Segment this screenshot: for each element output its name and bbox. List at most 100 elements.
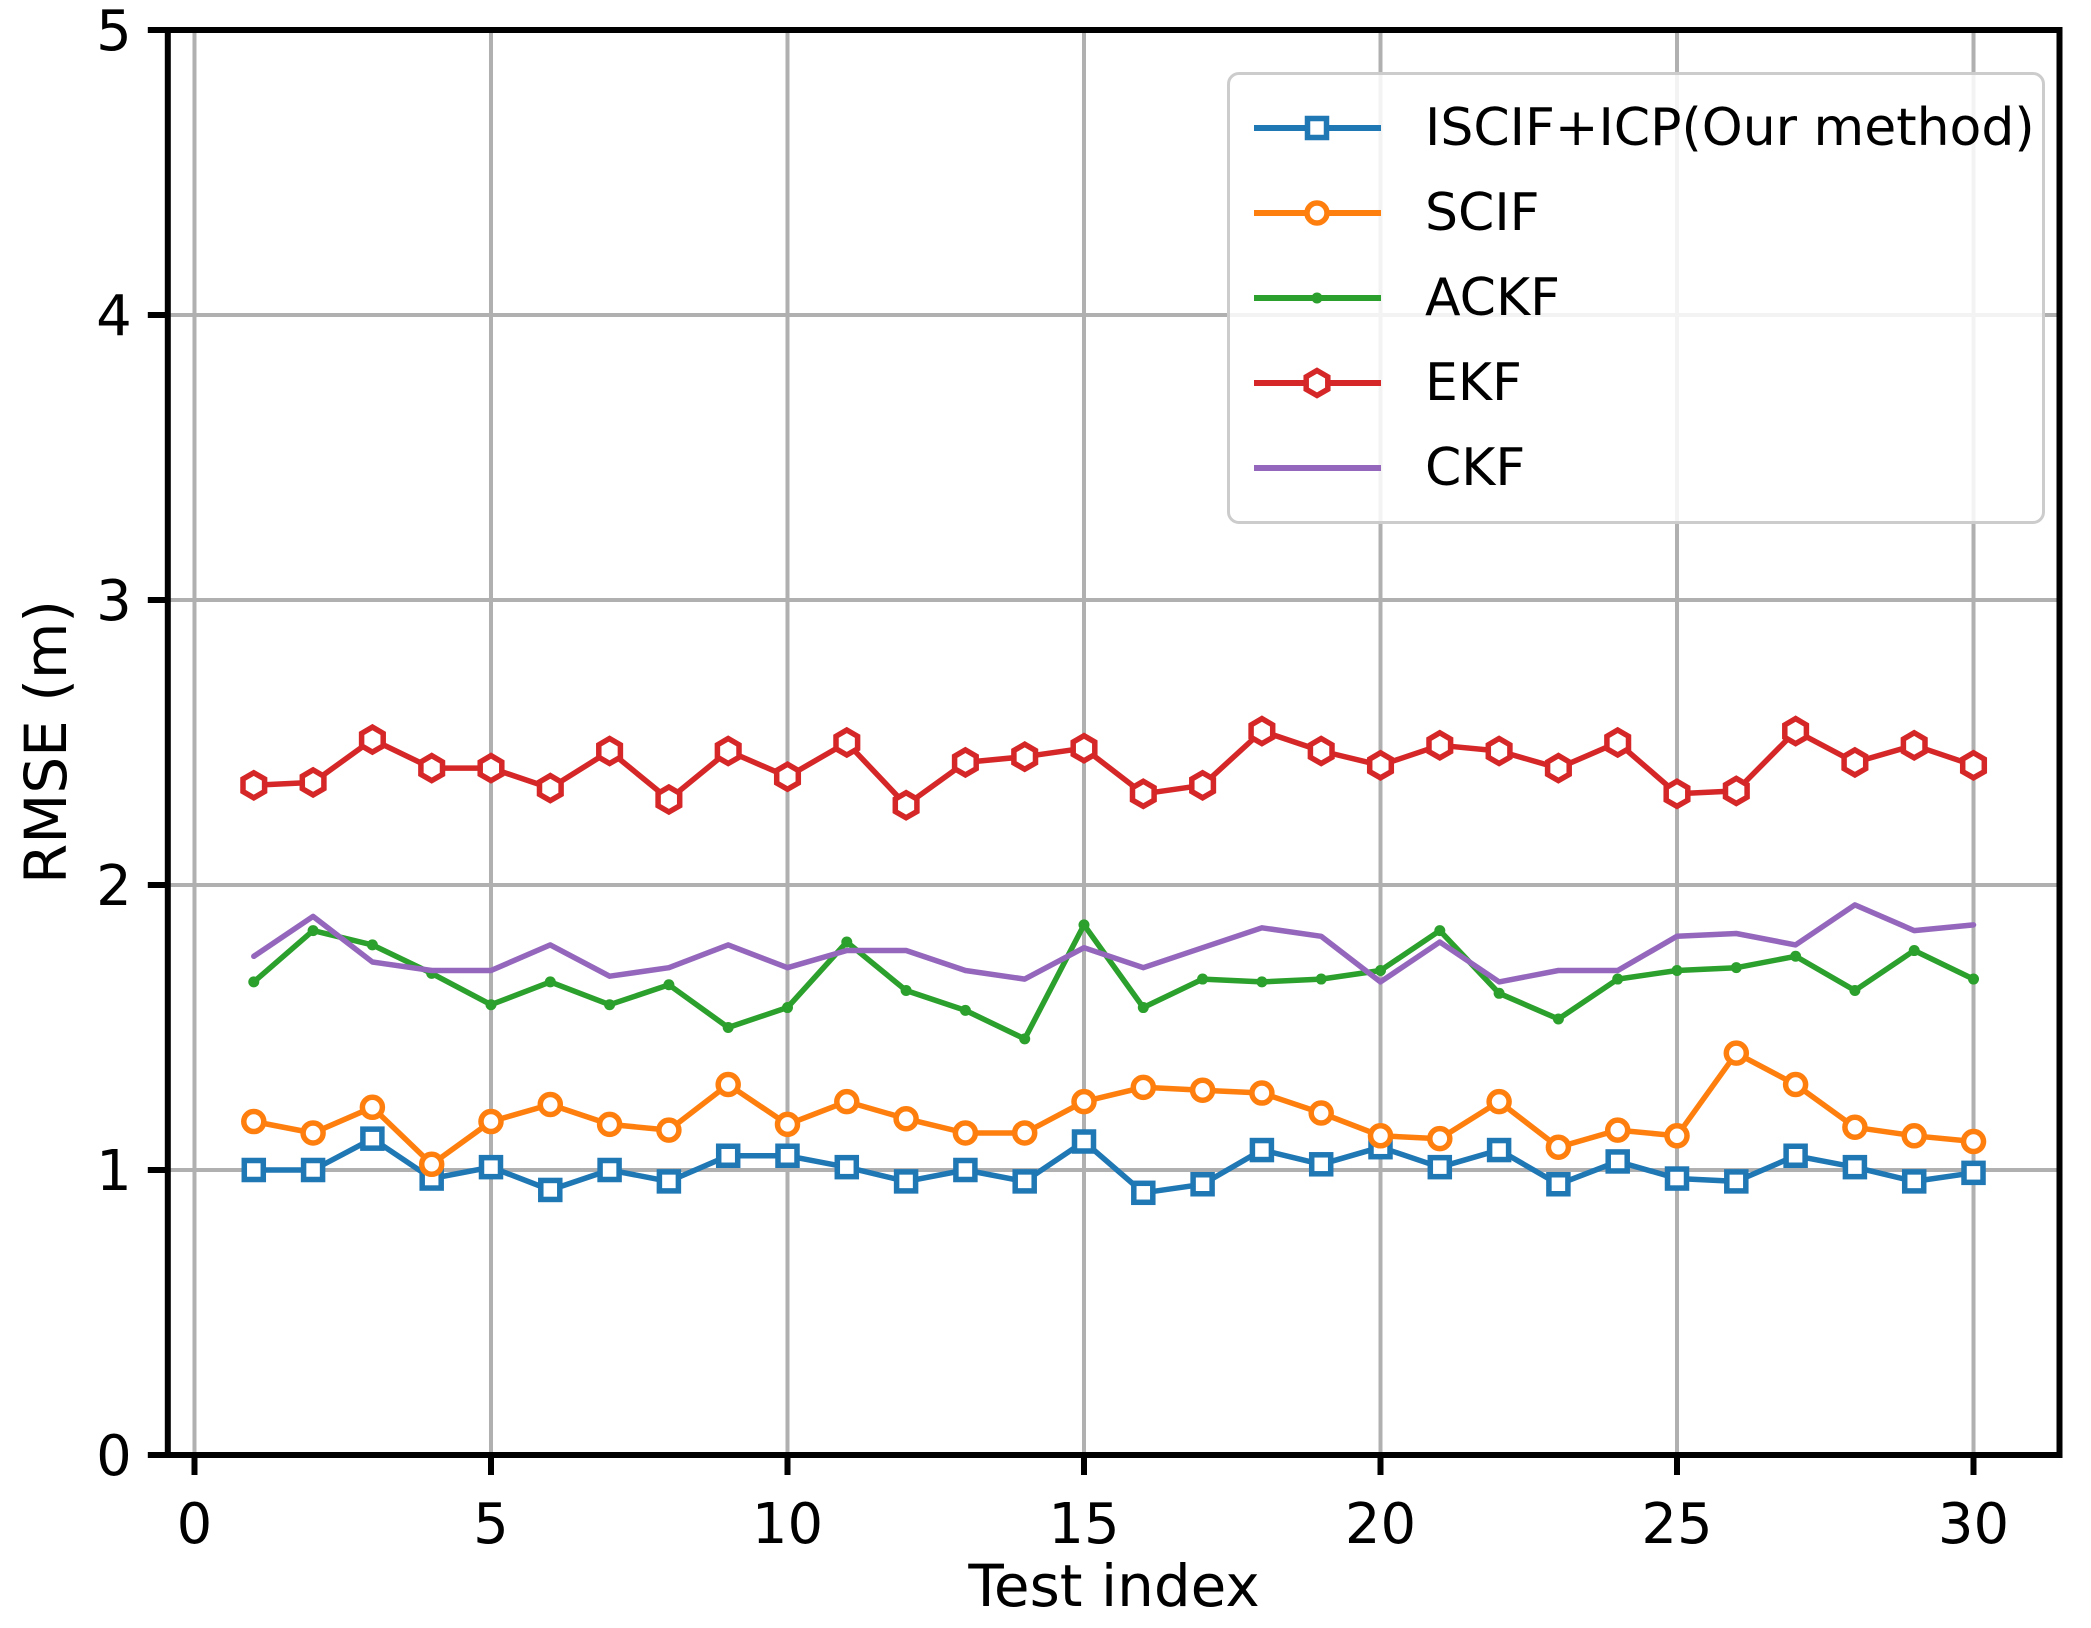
y-tick-label-5: 5 — [96, 0, 132, 64]
marker — [833, 726, 861, 759]
marker — [240, 769, 268, 801]
marker — [1605, 1149, 1630, 1174]
marker — [1604, 726, 1632, 759]
marker — [781, 1002, 793, 1014]
series-line — [251, 728, 1977, 808]
marker — [1612, 973, 1624, 985]
marker — [1249, 1080, 1275, 1106]
marker — [1427, 1154, 1453, 1180]
series-ackf — [248, 919, 1980, 1045]
y-tick-label-2: 2 — [96, 854, 132, 919]
marker — [773, 761, 802, 793]
marker — [1137, 1002, 1149, 1014]
marker — [951, 746, 979, 779]
marker — [656, 1117, 682, 1143]
y-tick-label-3: 3 — [96, 569, 132, 634]
marker — [418, 1151, 445, 1178]
marker — [1900, 729, 1928, 761]
marker — [1011, 1120, 1038, 1146]
marker — [1544, 752, 1572, 784]
marker — [1782, 1071, 1809, 1098]
marker — [1724, 1169, 1749, 1194]
marker — [1790, 950, 1802, 962]
marker — [537, 1091, 564, 1118]
marker — [1071, 1129, 1097, 1154]
marker — [893, 1169, 919, 1194]
marker — [1546, 1172, 1571, 1197]
marker — [1434, 925, 1446, 937]
marker — [1366, 749, 1395, 781]
marker — [775, 1143, 800, 1168]
marker — [1908, 945, 1920, 957]
marker — [1071, 1088, 1097, 1115]
legend-label-ackf: ACKF — [1425, 267, 1560, 328]
marker — [1304, 116, 1330, 141]
marker — [1901, 1123, 1927, 1149]
marker — [1189, 1077, 1216, 1103]
series-ekf — [240, 715, 1988, 821]
marker — [1664, 1123, 1690, 1149]
marker — [1367, 1123, 1394, 1149]
series-line — [251, 922, 1977, 1042]
marker — [1315, 973, 1327, 985]
marker — [1486, 1088, 1512, 1115]
marker — [544, 976, 556, 988]
marker — [538, 1177, 563, 1203]
legend-handle-ackf-icon — [1254, 292, 1381, 304]
marker — [655, 783, 683, 816]
x-tick-label-15: 15 — [1048, 1492, 1119, 1557]
y-tick-label-1: 1 — [96, 1139, 132, 1204]
marker — [1249, 1137, 1275, 1163]
marker — [959, 1004, 971, 1016]
x-tick-label-25: 25 — [1641, 1492, 1712, 1557]
marker — [892, 789, 920, 821]
marker — [1960, 1128, 1987, 1155]
marker — [1961, 1160, 1986, 1186]
marker — [774, 1111, 801, 1138]
marker — [1131, 1180, 1156, 1206]
marker — [1663, 778, 1691, 810]
marker — [1426, 729, 1454, 761]
marker — [1197, 973, 1209, 985]
marker — [1304, 200, 1330, 226]
marker — [604, 999, 616, 1011]
legend-handle-ekf-icon — [1254, 367, 1381, 399]
legend-item-iscif-icp: ISCIF+ICP(Our method) — [1250, 87, 2042, 170]
y-tick-label-0: 0 — [96, 1424, 132, 1489]
marker — [1011, 741, 1039, 773]
marker — [714, 735, 742, 767]
series-line — [251, 1135, 1977, 1196]
marker — [1078, 919, 1090, 931]
marker — [715, 1143, 741, 1168]
marker — [300, 1120, 326, 1146]
marker — [834, 1088, 860, 1115]
marker — [1849, 984, 1861, 996]
tick-labels: 0 5 10 15 20 25 30 0 1 2 3 4 5 — [96, 0, 2009, 1557]
marker — [241, 1108, 267, 1135]
marker — [1311, 292, 1323, 304]
legend-handle-scif-icon — [1254, 200, 1381, 226]
marker — [834, 1154, 860, 1180]
marker — [366, 939, 378, 951]
x-axis-label: Test index — [968, 1552, 1260, 1620]
marker — [1427, 1125, 1453, 1152]
marker — [900, 984, 912, 996]
marker — [1723, 1040, 1750, 1066]
marker — [1959, 749, 1988, 781]
marker — [722, 1022, 734, 1033]
marker — [1842, 1114, 1868, 1140]
marker — [715, 1071, 741, 1098]
y-axis-label: RMSE (m) — [12, 600, 80, 884]
marker — [478, 1154, 504, 1180]
series-ckf — [251, 902, 1977, 985]
marker — [1485, 735, 1513, 767]
marker — [477, 752, 505, 784]
marker — [358, 723, 386, 756]
marker — [1130, 1074, 1157, 1101]
marker — [1189, 769, 1217, 801]
marker — [1671, 965, 1683, 976]
marker — [841, 936, 853, 948]
legend-label-iscif-icp: ISCIF+ICP(Our method) — [1425, 98, 2035, 159]
marker — [478, 1108, 504, 1135]
